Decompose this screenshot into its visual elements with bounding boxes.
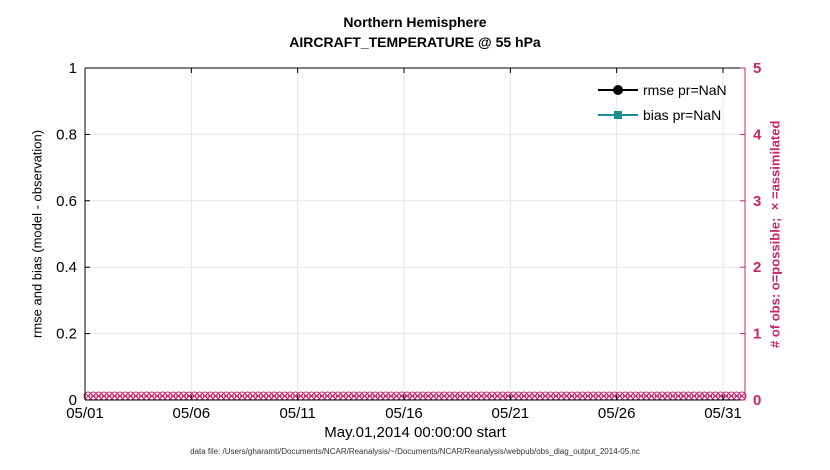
- svg-text:05/11: 05/11: [279, 405, 315, 422]
- svg-text:4: 4: [753, 126, 762, 143]
- data-file-caption: data file: /Users/gharamti/Documents/NCA…: [190, 447, 640, 456]
- svg-text:0.4: 0.4: [56, 259, 77, 276]
- svg-text:0: 0: [69, 392, 77, 409]
- svg-text:05/01: 05/01: [66, 405, 104, 422]
- y-right-tick-labels: 0 1 2 3 4 5: [753, 60, 762, 409]
- svg-text:05/21: 05/21: [492, 405, 530, 422]
- axes: [84, 67, 746, 401]
- svg-text:2: 2: [753, 259, 761, 276]
- svg-text:0.8: 0.8: [56, 126, 77, 143]
- svg-text:05/31: 05/31: [704, 405, 742, 422]
- title-line2: AIRCRAFT_TEMPERATURE @ 55 hPa: [289, 34, 541, 50]
- legend-label-bias: bias pr=NaN: [643, 106, 722, 123]
- bias-marker-icon: [598, 108, 638, 122]
- rmse-circle-icon: [613, 84, 623, 95]
- svg-text:0.2: 0.2: [56, 326, 77, 343]
- legend-entry-bias: bias pr=NaN: [598, 103, 727, 126]
- x-tick-labels: 05/01 05/06 05/11 05/16 05/21 05/26 05/31: [66, 405, 742, 422]
- svg-text:3: 3: [753, 193, 761, 210]
- x-axis-label: May.01,2014 00:00:00 start: [324, 424, 506, 441]
- bias-square-icon: [614, 110, 622, 119]
- svg-text:05/26: 05/26: [598, 405, 636, 422]
- legend: rmse pr=NaN bias pr=NaN: [598, 78, 727, 126]
- y-left-tick-labels: 0 0.2 0.4 0.6 0.8 1: [56, 60, 77, 409]
- svg-text:5: 5: [753, 60, 761, 77]
- legend-entry-rmse: rmse pr=NaN: [598, 78, 727, 101]
- svg-text:05/16: 05/16: [385, 405, 423, 422]
- svg-text:1: 1: [69, 60, 77, 77]
- svg-text:0: 0: [753, 392, 761, 409]
- rmse-marker-icon: [598, 83, 638, 97]
- title-line1: Northern Hemisphere: [343, 14, 487, 30]
- svg-text:0.6: 0.6: [56, 193, 77, 210]
- svg-text:05/06: 05/06: [173, 405, 211, 422]
- svg-text:1: 1: [753, 326, 761, 343]
- legend-label-rmse: rmse pr=NaN: [643, 81, 727, 98]
- obs-count-markers: [83, 391, 747, 401]
- chart-title: Northern Hemisphere AIRCRAFT_TEMPERATURE…: [0, 12, 830, 52]
